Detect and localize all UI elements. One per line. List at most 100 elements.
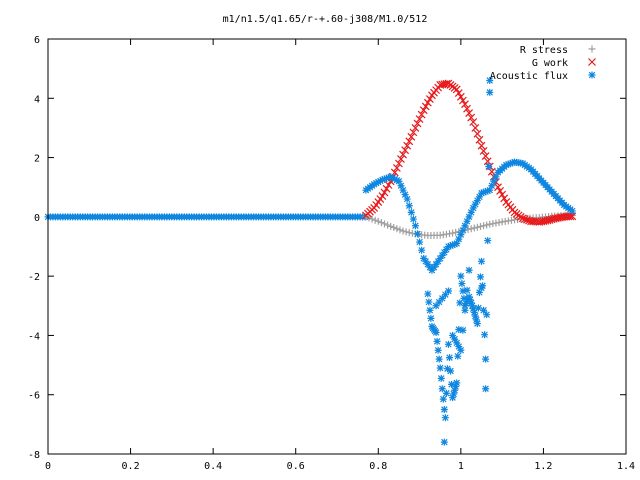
- x-tick-label: 0.6: [287, 461, 305, 472]
- data-point: [433, 337, 441, 345]
- plot-frame: [47, 38, 627, 455]
- data-point: [389, 174, 397, 182]
- data-point: [409, 215, 417, 223]
- data-point: [568, 207, 576, 215]
- data-point: [387, 173, 395, 181]
- data-point: [467, 208, 475, 216]
- data-point: [397, 155, 405, 163]
- data-point: [463, 104, 471, 113]
- data-point: [432, 260, 440, 268]
- data-point: [444, 340, 452, 348]
- data-point: [504, 160, 512, 168]
- data-point: [378, 192, 387, 201]
- data-point: [463, 297, 471, 305]
- data-point: [414, 230, 422, 238]
- data-point: [438, 294, 446, 302]
- data-point: [478, 257, 485, 265]
- data-point: [486, 77, 494, 84]
- data-point: [466, 296, 474, 304]
- data-point: [467, 225, 475, 233]
- data-point: [478, 284, 485, 292]
- data-point: [390, 224, 398, 232]
- data-point: [372, 179, 380, 187]
- data-point: [498, 190, 507, 199]
- data-point: [392, 164, 401, 172]
- data-point: [465, 293, 473, 301]
- data-point: [434, 346, 442, 354]
- data-point: [461, 302, 469, 310]
- data-point: [383, 174, 391, 182]
- data-point: [482, 385, 490, 393]
- data-point: [407, 132, 416, 141]
- y-tick-label: -6: [28, 391, 40, 402]
- data-point: [459, 226, 467, 234]
- data-point: [476, 222, 484, 230]
- data-point: [380, 188, 389, 197]
- data-point: [508, 159, 516, 167]
- data-point: [422, 257, 430, 265]
- acoustic-flux-baseline: [44, 213, 369, 221]
- data-point: [461, 306, 469, 314]
- data-point: [470, 308, 478, 316]
- data-point: [420, 254, 428, 262]
- data-point: [469, 118, 478, 126]
- data-point: [480, 188, 488, 196]
- data-point: [448, 380, 456, 388]
- data-point: [481, 152, 490, 161]
- data-point: [393, 225, 401, 233]
- data-point: [435, 298, 443, 306]
- data-point: [457, 346, 465, 354]
- y-tick-label: -2: [28, 272, 40, 283]
- data-point: [467, 113, 476, 122]
- data-point: [438, 385, 446, 393]
- data-point: [407, 208, 415, 216]
- y-tick-label: -4: [28, 331, 40, 342]
- data-point: [463, 217, 471, 225]
- data-point: [471, 312, 479, 320]
- data-point: [425, 298, 433, 306]
- data-point: [434, 257, 442, 265]
- data-point: [403, 141, 412, 150]
- y-tick-label: -8: [28, 450, 40, 461]
- chart-title: m1/n1.5/q1.65/r-+.60-j308/M1.0/512: [223, 14, 428, 25]
- series-g-work: [361, 79, 577, 226]
- data-point: [454, 89, 463, 98]
- data-point: [473, 320, 481, 328]
- x-tick-label: 1: [458, 461, 464, 472]
- data-point: [426, 263, 434, 271]
- data-point: [385, 174, 393, 182]
- data-point: [494, 183, 502, 192]
- data-point: [471, 200, 479, 208]
- data-point: [441, 291, 449, 299]
- data-point: [483, 221, 491, 229]
- data-point: [465, 109, 474, 118]
- data-point: [462, 300, 470, 308]
- data-point: [439, 395, 447, 403]
- data-point: [457, 272, 465, 280]
- data-point: [472, 316, 480, 324]
- data-point: [478, 189, 485, 197]
- data-point: [411, 124, 420, 132]
- data-point: [473, 223, 481, 231]
- data-point: [419, 106, 428, 115]
- data-point: [476, 273, 484, 281]
- data-point: [370, 180, 378, 188]
- data-point: [405, 229, 413, 237]
- data-point: [436, 364, 444, 372]
- data-point: [440, 406, 448, 414]
- data-point: [432, 302, 440, 310]
- data-point: [482, 355, 490, 363]
- data-point: [443, 365, 451, 373]
- data-point: [464, 295, 472, 303]
- data-point: [452, 85, 461, 94]
- data-point: [468, 302, 476, 310]
- data-point: [426, 306, 434, 314]
- data-point: [461, 100, 469, 109]
- data-point: [453, 240, 461, 248]
- x-tick-label: 1.4: [617, 461, 635, 472]
- data-point: [396, 226, 404, 234]
- data-point: [481, 331, 489, 339]
- data-point: [384, 181, 393, 189]
- data-point: [452, 383, 460, 391]
- data-point: [368, 215, 376, 223]
